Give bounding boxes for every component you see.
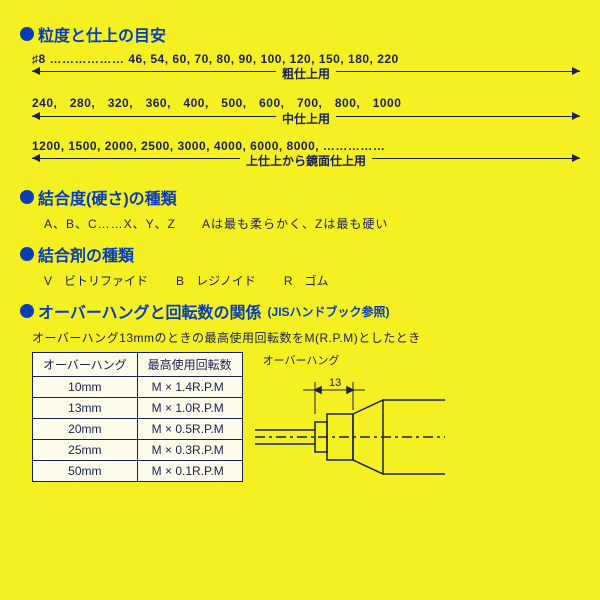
grit-range-0: ♯8 ……………… 46, 54, 60, 70, 80, 90, 100, 1… xyxy=(32,52,580,88)
dimension-text: 13 xyxy=(329,377,341,389)
table-row: 50mmM × 0.1R.P.M xyxy=(33,461,243,482)
grit-range-2: 1200, 1500, 2000, 2500, 3000, 4000, 6000… xyxy=(32,139,580,175)
section-overhang-header: オーバーハングと回転数の関係 (JISハンドブック参照) xyxy=(20,299,580,323)
section-binder-title: 結合剤の種類 xyxy=(38,242,134,266)
table-row: 20mmM × 0.5R.P.M xyxy=(33,419,243,440)
table-row: 13mmM × 1.0R.P.M xyxy=(33,398,243,419)
range-bar: 中仕上用 xyxy=(32,113,580,133)
overhang-diagram: オーバーハング xyxy=(255,352,445,485)
range-bar: 上仕上から鏡面仕上用 xyxy=(32,155,580,175)
tool-diagram-icon: 13 xyxy=(255,372,445,482)
grit-range-1: 240, 280, 320, 360, 400, 500, 600, 700, … xyxy=(32,94,580,133)
binder-row: V ビトリファイド B レジノイド R ゴム xyxy=(44,272,580,289)
table-header: 最高使用回転数 xyxy=(137,353,242,377)
range-label: 上仕上から鏡面仕上用 xyxy=(240,152,372,169)
binder-item: R ゴム xyxy=(284,272,329,289)
binder-item: V ビトリファイド xyxy=(44,272,148,289)
grit-prefix: ♯8 ……………… xyxy=(32,52,125,66)
grit-values: 46, 54, 60, 70, 80, 90, 100, 120, 150, 1… xyxy=(128,52,398,66)
bullet-icon xyxy=(20,27,34,41)
diagram-label: オーバーハング xyxy=(263,352,445,368)
section-overhang-title: オーバーハングと回転数の関係 xyxy=(38,299,262,323)
table-row: 25mmM × 0.3R.P.M xyxy=(33,440,243,461)
range-label: 粗仕上用 xyxy=(276,65,336,82)
bullet-icon xyxy=(20,247,34,261)
section-hardness-title: 結合度(硬さ)の種類 xyxy=(38,185,177,209)
table-header-row: オーバーハング 最高使用回転数 xyxy=(33,353,243,377)
range-bar: 粗仕上用 xyxy=(32,68,580,88)
section-grit-title: 粒度と仕上の目安 xyxy=(38,22,166,46)
section-overhang-note: (JISハンドブック参照) xyxy=(268,303,390,320)
overhang-intro: オーバーハング13mmのときの最高使用回転数をM(R.P.M)としたとき xyxy=(32,329,580,346)
hardness-text: A、B、C……X、Y、Z Aは最も柔らかく、Zは最も硬い xyxy=(44,215,580,232)
bullet-icon xyxy=(20,304,34,318)
range-label: 中仕上用 xyxy=(276,110,336,127)
overhang-table: オーバーハング 最高使用回転数 10mmM × 1.4R.P.M 13mmM ×… xyxy=(32,352,243,482)
table-row: 10mmM × 1.4R.P.M xyxy=(33,377,243,398)
grit-values: 240, 280, 320, 360, 400, 500, 600, 700, … xyxy=(32,96,401,110)
section-binder-header: 結合剤の種類 xyxy=(20,242,580,266)
bullet-icon xyxy=(20,190,34,204)
section-grit-header: 粒度と仕上の目安 xyxy=(20,22,580,46)
grit-values: 1200, 1500, 2000, 2500, 3000, 4000, 6000… xyxy=(32,139,385,153)
binder-item: B レジノイド xyxy=(176,272,256,289)
section-hardness-header: 結合度(硬さ)の種類 xyxy=(20,185,580,209)
table-header: オーバーハング xyxy=(33,353,138,377)
